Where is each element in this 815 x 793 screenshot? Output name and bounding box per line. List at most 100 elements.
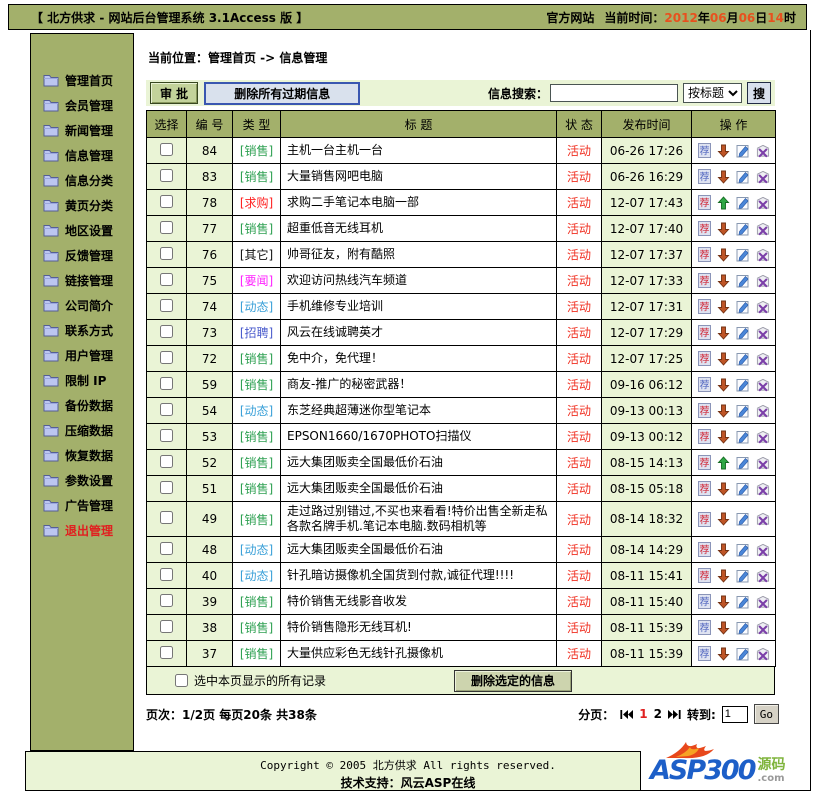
- sidebar-item-17[interactable]: 广告管理: [31, 493, 133, 518]
- move-down-icon[interactable]: [716, 144, 730, 158]
- row-title[interactable]: 大量供应彩色无线针孔摄像机: [280, 640, 557, 667]
- delete-icon[interactable]: [756, 352, 770, 366]
- recommend-icon[interactable]: 荐: [697, 143, 711, 158]
- row-checkbox[interactable]: [160, 142, 173, 156]
- move-down-icon[interactable]: [716, 543, 730, 557]
- move-down-icon[interactable]: [716, 482, 730, 496]
- row-checkbox[interactable]: [160, 480, 173, 494]
- row-checkbox[interactable]: [160, 454, 173, 468]
- row-title[interactable]: 风云在线诚聘英才: [280, 319, 557, 346]
- row-checkbox[interactable]: [160, 324, 173, 338]
- row-title[interactable]: 远大集团贩卖全国最低价石油: [280, 536, 557, 563]
- row-title[interactable]: 超重低音无线耳机: [280, 215, 557, 242]
- move-down-icon[interactable]: [716, 248, 730, 262]
- edit-icon[interactable]: [736, 378, 750, 392]
- delete-icon[interactable]: [756, 543, 770, 557]
- edit-icon[interactable]: [736, 482, 750, 496]
- recommend-icon[interactable]: 荐: [697, 273, 711, 288]
- row-checkbox[interactable]: [160, 272, 173, 286]
- search-input[interactable]: [550, 84, 678, 102]
- row-checkbox[interactable]: [160, 567, 173, 581]
- delete-icon[interactable]: [756, 248, 770, 262]
- move-down-icon[interactable]: [716, 569, 730, 583]
- edit-icon[interactable]: [736, 196, 750, 210]
- delete-icon[interactable]: [756, 430, 770, 444]
- move-down-icon[interactable]: [716, 430, 730, 444]
- edit-icon[interactable]: [736, 543, 750, 557]
- delete-selected-button[interactable]: 删除选定的信息: [454, 669, 573, 692]
- sidebar-item-6[interactable]: 地区设置: [31, 218, 133, 243]
- sidebar-item-14[interactable]: 压缩数据: [31, 418, 133, 443]
- recommend-icon[interactable]: 荐: [697, 568, 711, 583]
- delete-icon[interactable]: [756, 512, 770, 526]
- edit-icon[interactable]: [736, 512, 750, 526]
- delete-icon[interactable]: [756, 326, 770, 340]
- move-down-icon[interactable]: [716, 352, 730, 366]
- move-down-icon[interactable]: [716, 595, 730, 609]
- move-down-icon[interactable]: [716, 222, 730, 236]
- sidebar-item-12[interactable]: 限制 IP: [31, 368, 133, 393]
- sidebar-item-10[interactable]: 联系方式: [31, 318, 133, 343]
- edit-icon[interactable]: [736, 144, 750, 158]
- edit-icon[interactable]: [736, 647, 750, 661]
- delete-icon[interactable]: [756, 222, 770, 236]
- edit-icon[interactable]: [736, 222, 750, 236]
- delete-icon[interactable]: [756, 274, 770, 288]
- go-button[interactable]: Go: [753, 704, 779, 724]
- recommend-icon[interactable]: 荐: [697, 403, 711, 418]
- row-title[interactable]: 远大集团贩卖全国最低价石油: [280, 449, 557, 476]
- move-down-icon[interactable]: [716, 512, 730, 526]
- edit-icon[interactable]: [736, 456, 750, 470]
- move-down-icon[interactable]: [716, 170, 730, 184]
- sidebar-item-1[interactable]: 会员管理: [31, 93, 133, 118]
- last-page-icon[interactable]: [667, 709, 681, 719]
- row-title[interactable]: EPSON1660/1670PHOTO扫描仪: [280, 423, 557, 450]
- sidebar-item-4[interactable]: 信息分类: [31, 168, 133, 193]
- row-title[interactable]: 针孔暗访摄像机全国货到付款,诚征代理!!!!: [280, 562, 557, 589]
- row-checkbox[interactable]: [160, 541, 173, 555]
- recommend-icon[interactable]: 荐: [697, 169, 711, 184]
- row-title[interactable]: 帅哥征友，附有酷照: [280, 241, 557, 268]
- recommend-icon[interactable]: 荐: [697, 646, 711, 661]
- edit-icon[interactable]: [736, 569, 750, 583]
- recommend-icon[interactable]: 荐: [697, 221, 711, 236]
- row-title[interactable]: 商友-推广的秘密武器！: [280, 371, 557, 398]
- delete-icon[interactable]: [756, 378, 770, 392]
- move-down-icon[interactable]: [716, 647, 730, 661]
- recommend-icon[interactable]: 荐: [697, 455, 711, 470]
- recommend-icon[interactable]: 荐: [697, 429, 711, 444]
- sidebar-item-9[interactable]: 公司简介: [31, 293, 133, 318]
- edit-icon[interactable]: [736, 595, 750, 609]
- delete-icon[interactable]: [756, 144, 770, 158]
- move-down-icon[interactable]: [716, 274, 730, 288]
- sidebar-item-13[interactable]: 备份数据: [31, 393, 133, 418]
- row-title[interactable]: 特价销售无线影音收发: [280, 588, 557, 615]
- page-1-current[interactable]: 1: [639, 707, 648, 721]
- recommend-icon[interactable]: 荐: [697, 299, 711, 314]
- search-button[interactable]: 搜: [747, 82, 771, 104]
- move-up-icon[interactable]: [716, 455, 730, 470]
- sidebar-item-3[interactable]: 信息管理: [31, 143, 133, 168]
- edit-icon[interactable]: [736, 300, 750, 314]
- edit-icon[interactable]: [736, 352, 750, 366]
- delete-icon[interactable]: [756, 595, 770, 609]
- page-2-link[interactable]: 2: [653, 707, 662, 721]
- delete-icon[interactable]: [756, 300, 770, 314]
- move-down-icon[interactable]: [716, 326, 730, 340]
- delete-icon[interactable]: [756, 621, 770, 635]
- row-title[interactable]: 远大集团贩卖全国最低价石油: [280, 475, 557, 502]
- recommend-icon[interactable]: 荐: [697, 351, 711, 366]
- sidebar-item-7[interactable]: 反馈管理: [31, 243, 133, 268]
- sidebar-item-0[interactable]: 管理首页: [31, 68, 133, 93]
- delete-expired-button[interactable]: 删除所有过期信息: [204, 81, 361, 105]
- row-checkbox[interactable]: [160, 428, 173, 442]
- recommend-icon[interactable]: 荐: [697, 377, 711, 392]
- recommend-icon[interactable]: 荐: [697, 542, 711, 557]
- row-checkbox[interactable]: [160, 350, 173, 364]
- row-checkbox[interactable]: [160, 168, 173, 182]
- sidebar-item-16[interactable]: 参数设置: [31, 468, 133, 493]
- row-title[interactable]: 特价销售隐形无线耳机!: [280, 614, 557, 641]
- row-checkbox[interactable]: [160, 298, 173, 312]
- delete-icon[interactable]: [756, 170, 770, 184]
- recommend-icon[interactable]: 荐: [697, 481, 711, 496]
